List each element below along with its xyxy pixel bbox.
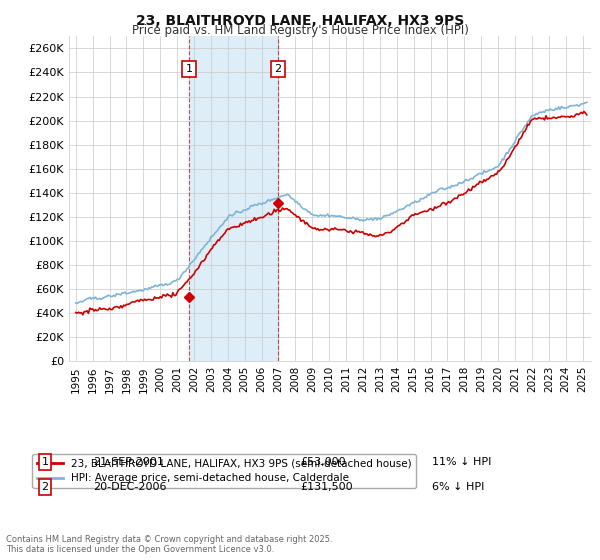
Text: 21-SEP-2001: 21-SEP-2001: [93, 457, 164, 467]
Text: £131,500: £131,500: [300, 482, 353, 492]
Text: 2: 2: [41, 482, 49, 492]
Legend: 23, BLAITHROYD LANE, HALIFAX, HX3 9PS (semi-detached house), HPI: Average price,: 23, BLAITHROYD LANE, HALIFAX, HX3 9PS (s…: [32, 454, 416, 488]
Text: Contains HM Land Registry data © Crown copyright and database right 2025.
This d: Contains HM Land Registry data © Crown c…: [6, 535, 332, 554]
Text: 11% ↓ HPI: 11% ↓ HPI: [432, 457, 491, 467]
Bar: [189, 36, 278, 361]
Text: 20-DEC-2006: 20-DEC-2006: [93, 482, 167, 492]
Text: 23, BLAITHROYD LANE, HALIFAX, HX3 9PS: 23, BLAITHROYD LANE, HALIFAX, HX3 9PS: [136, 14, 464, 28]
Text: Price paid vs. HM Land Registry's House Price Index (HPI): Price paid vs. HM Land Registry's House …: [131, 24, 469, 36]
Text: 1: 1: [186, 64, 193, 74]
Text: £53,000: £53,000: [300, 457, 346, 467]
Text: 2: 2: [274, 64, 281, 74]
Text: 6% ↓ HPI: 6% ↓ HPI: [432, 482, 484, 492]
Text: 1: 1: [41, 457, 49, 467]
